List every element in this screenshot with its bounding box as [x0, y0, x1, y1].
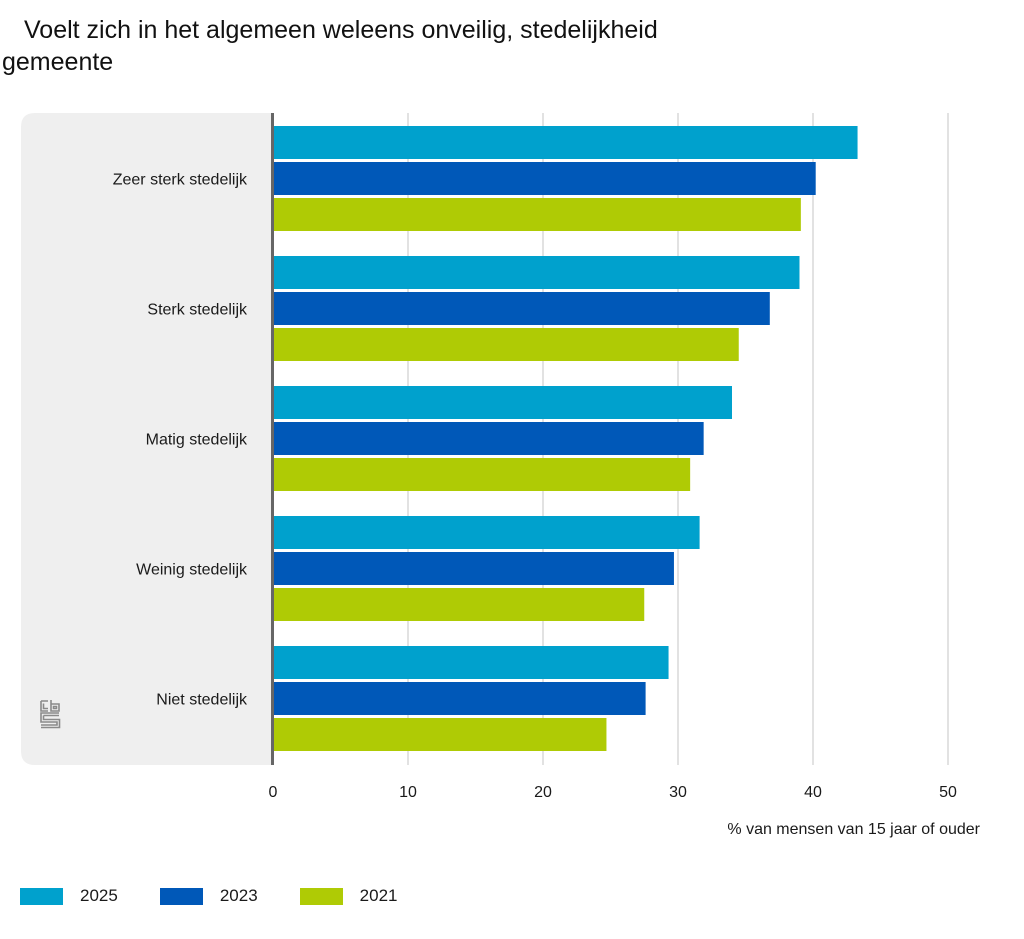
bar-2021[interactable] — [273, 198, 801, 231]
category-label: Sterk stedelijk — [147, 302, 248, 319]
chart-title: Voelt zich in het algemeen weleens onvei… — [0, 14, 800, 78]
chart-title-line-1: Voelt zich in het algemeen weleens onvei… — [24, 16, 658, 44]
category-label: Weinig stedelijk — [136, 562, 248, 579]
bar-2025[interactable] — [273, 256, 800, 289]
bar-2021[interactable] — [273, 458, 691, 491]
bar-2023[interactable] — [273, 682, 646, 715]
bar-2021[interactable] — [273, 588, 645, 621]
category-label: Zeer sterk stedelijk — [113, 172, 248, 189]
x-tick-label: 30 — [669, 784, 687, 801]
legend: 2025 2023 2021 — [20, 886, 439, 906]
bar-2021[interactable] — [273, 328, 739, 361]
bar-2021[interactable] — [273, 718, 607, 751]
bar-2025[interactable] — [273, 516, 700, 549]
legend-swatch — [159, 887, 203, 905]
x-tick-label: 20 — [534, 784, 552, 801]
legend-swatch — [299, 887, 343, 905]
x-tick-labels: 0 10 20 30 40 50 — [269, 784, 957, 801]
x-tick-label: 40 — [804, 784, 822, 801]
bar-2025[interactable] — [273, 126, 858, 159]
legend-swatch — [20, 887, 63, 905]
bars — [273, 126, 858, 751]
bar-2023[interactable] — [273, 422, 704, 455]
bar-chart: Zeer sterk stedelijk Sterk stedelijk Matig… — [21, 113, 981, 838]
bar-2025[interactable] — [273, 646, 669, 679]
legend-label: 2023 — [219, 886, 258, 905]
x-axis-title: % van mensen van 15 jaar of ouder — [727, 821, 980, 838]
legend-label: 2021 — [359, 886, 398, 905]
category-labels: Zeer sterk stedelijk Sterk stedelijk Matig… — [113, 172, 248, 709]
bar-2023[interactable] — [273, 162, 816, 195]
bar-2023[interactable] — [273, 292, 770, 325]
chart-title-line-2: gemeente — [2, 48, 114, 76]
legend-item-2025[interactable]: 2025 — [20, 886, 118, 906]
category-panel — [21, 113, 272, 765]
cbs-logo-icon — [40, 700, 61, 729]
category-label: Niet stedelijk — [156, 692, 248, 709]
legend-item-2023[interactable]: 2023 — [159, 886, 258, 906]
x-tick-label: 10 — [399, 784, 417, 801]
legend-item-2021[interactable]: 2021 — [299, 886, 398, 906]
category-label: Matig stedelijk — [146, 432, 248, 449]
x-tick-label: 50 — [939, 784, 957, 801]
bar-2025[interactable] — [273, 386, 732, 419]
x-tick-label: 0 — [269, 784, 278, 801]
bar-2023[interactable] — [273, 552, 674, 585]
legend-label: 2025 — [80, 886, 118, 905]
